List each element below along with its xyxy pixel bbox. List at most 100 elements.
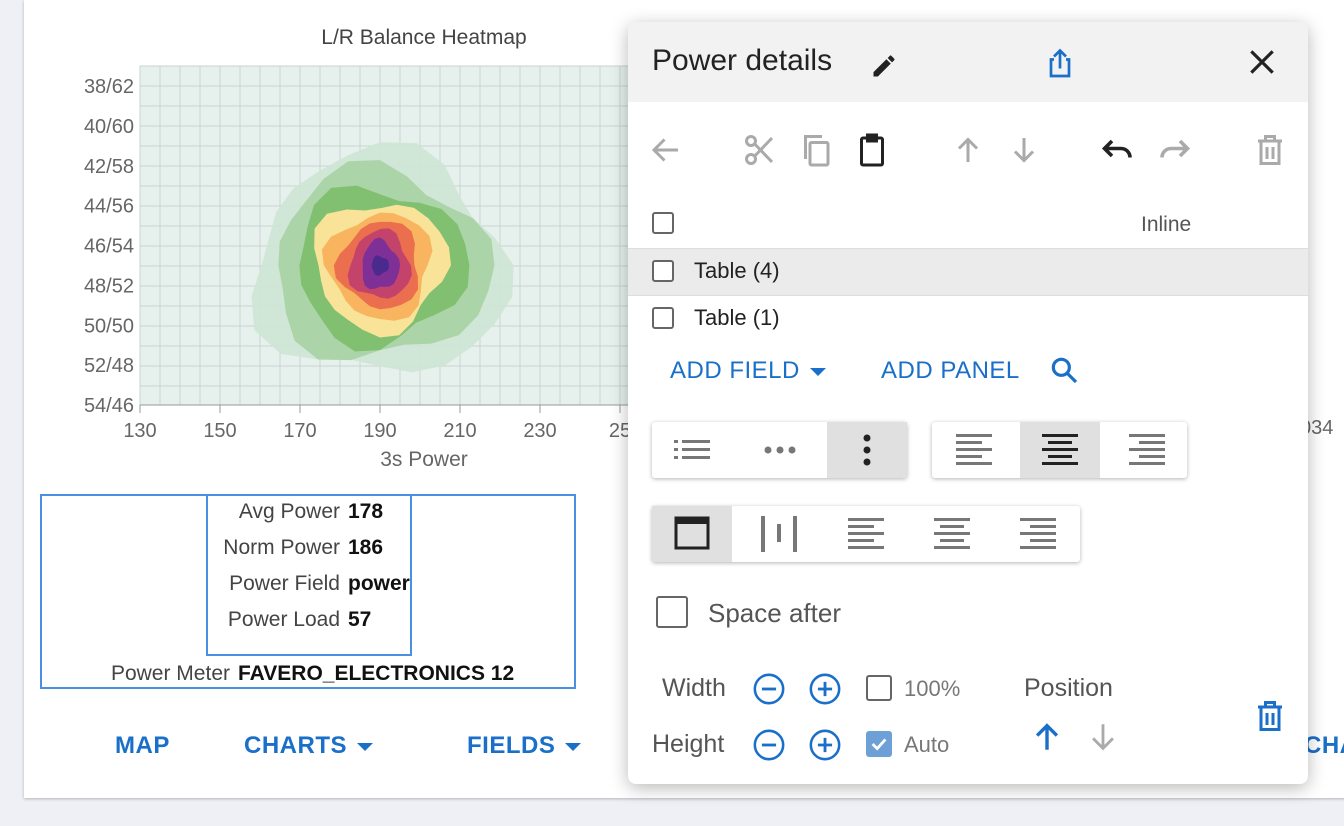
charts-partial-label: CHA [1304, 732, 1344, 759]
share-icon[interactable] [1042, 46, 1078, 82]
width-100-label: 100% [904, 676, 961, 701]
delete-panel-icon[interactable] [1252, 698, 1288, 734]
chart-title: L/R Balance Heatmap [321, 26, 527, 49]
field-value: 186 [348, 536, 384, 559]
list-item[interactable]: Table (1) [694, 305, 780, 330]
x-tick-label: 210 [443, 420, 476, 442]
field-label: Power Load [227, 608, 340, 631]
align-right-icon [1020, 518, 1056, 549]
x-tick-label: 170 [283, 420, 316, 442]
power-meter-value: FAVERO_ELECTRONICS 12 [238, 662, 515, 685]
edit-icon[interactable] [870, 52, 898, 80]
align-left-icon [848, 518, 884, 549]
width-label: Width [662, 674, 726, 702]
fields-button[interactable]: FIELDS [467, 732, 582, 760]
add-panel-button[interactable]: ADD PANEL [881, 357, 1020, 385]
height-decrease-icon[interactable] [752, 728, 786, 762]
y-tick-label: 38/62 [84, 76, 134, 98]
delete-icon[interactable] [1252, 132, 1288, 168]
align-right-icon [1129, 434, 1165, 465]
add-panel-label: ADD PANEL [881, 357, 1020, 384]
item-checkbox[interactable] [652, 307, 674, 329]
close-icon[interactable] [1246, 46, 1278, 78]
dialog-title: Power details [652, 44, 833, 77]
y-tick-label: 54/46 [84, 395, 134, 417]
add-field-button[interactable]: ADD FIELD [670, 357, 826, 385]
field-row: Norm Power 186 [206, 536, 383, 560]
width-100-checkbox[interactable] [866, 675, 892, 701]
width-increase-icon[interactable] [808, 672, 842, 706]
y-tick-label: 46/54 [84, 236, 134, 258]
fields-table[interactable] [206, 494, 412, 656]
y-tick-label: 50/50 [84, 315, 134, 337]
height-label: Height [652, 730, 725, 758]
list-item-selected-bg [628, 248, 1308, 296]
field-value: 57 [348, 608, 372, 631]
map-button[interactable]: MAP [115, 732, 170, 760]
layout-segment [652, 422, 907, 478]
height-increase-icon[interactable] [808, 728, 842, 762]
list-layout-button[interactable] [652, 422, 732, 478]
label-alignment-segment [652, 506, 1080, 562]
alignment-segment [932, 422, 1187, 478]
field-row: Avg Power 178 [206, 500, 383, 524]
label-right-button[interactable] [998, 506, 1078, 562]
position-up-icon[interactable] [1030, 720, 1064, 754]
move-up-icon[interactable] [950, 132, 986, 168]
height-auto-checkbox[interactable] [866, 731, 892, 757]
select-all-checkbox[interactable] [652, 212, 674, 234]
field-row: Power Load 57 [206, 608, 371, 632]
width-decrease-icon[interactable] [752, 672, 786, 706]
paste-icon[interactable] [854, 132, 890, 168]
vertical-layout-button[interactable] [827, 422, 907, 478]
horizontal-layout-button[interactable] [740, 422, 820, 478]
height-auto-label: Auto [904, 732, 950, 757]
label-center-button[interactable] [912, 506, 992, 562]
label-top-button[interactable] [652, 506, 732, 562]
more-horiz-icon [764, 446, 796, 454]
label-split-button[interactable] [739, 506, 819, 562]
list-item[interactable]: Table (4) [694, 258, 780, 283]
align-right-button[interactable] [1107, 422, 1187, 478]
split-icon [761, 516, 797, 552]
space-after-checkbox[interactable] [656, 596, 688, 628]
field-value: 178 [348, 500, 384, 523]
x-tick-partial: 034 [1300, 417, 1334, 439]
charts-button-partial[interactable]: CHA [1304, 732, 1344, 760]
list-icon [674, 440, 710, 459]
align-center-icon [934, 518, 970, 549]
power-meter-label: Power Meter [110, 662, 230, 685]
dialog-header [628, 22, 1308, 102]
align-center-button[interactable] [1020, 422, 1100, 478]
copy-icon[interactable] [798, 132, 834, 168]
align-center-icon [1042, 434, 1078, 465]
label-left-button[interactable] [826, 506, 906, 562]
x-tick-label: 25 [609, 420, 631, 442]
power-meter-row: Power Meter FAVERO_ELECTRONICS 12 [94, 662, 514, 686]
cut-icon[interactable] [742, 132, 778, 168]
redo-icon[interactable] [1156, 132, 1192, 168]
border-top-icon [674, 516, 710, 550]
search-icon[interactable] [1048, 354, 1080, 386]
field-label: Avg Power [238, 500, 340, 523]
move-down-icon[interactable] [1006, 132, 1042, 168]
position-label: Position [1024, 674, 1113, 702]
more-vert-icon [863, 434, 871, 466]
field-label: Power Field [229, 572, 340, 595]
check-icon [871, 738, 887, 751]
fields-label: FIELDS [467, 732, 556, 759]
power-details-dialog: Power details Inline Table (4) Table (1)… [628, 22, 1308, 784]
inline-column-header: Inline [1141, 213, 1192, 236]
caret-down-icon [809, 367, 826, 376]
space-after-label: Space after [708, 598, 841, 628]
back-icon[interactable] [648, 132, 684, 168]
caret-down-icon [357, 742, 373, 751]
undo-icon[interactable] [1100, 132, 1136, 168]
position-down-icon[interactable] [1086, 720, 1120, 754]
caret-down-icon [565, 742, 582, 751]
charts-button[interactable]: CHARTS [244, 732, 373, 760]
item-checkbox[interactable] [652, 260, 674, 282]
x-tick-label: 130 [123, 420, 156, 442]
align-left-button[interactable] [934, 422, 1014, 478]
y-tick-label: 40/60 [84, 116, 134, 138]
